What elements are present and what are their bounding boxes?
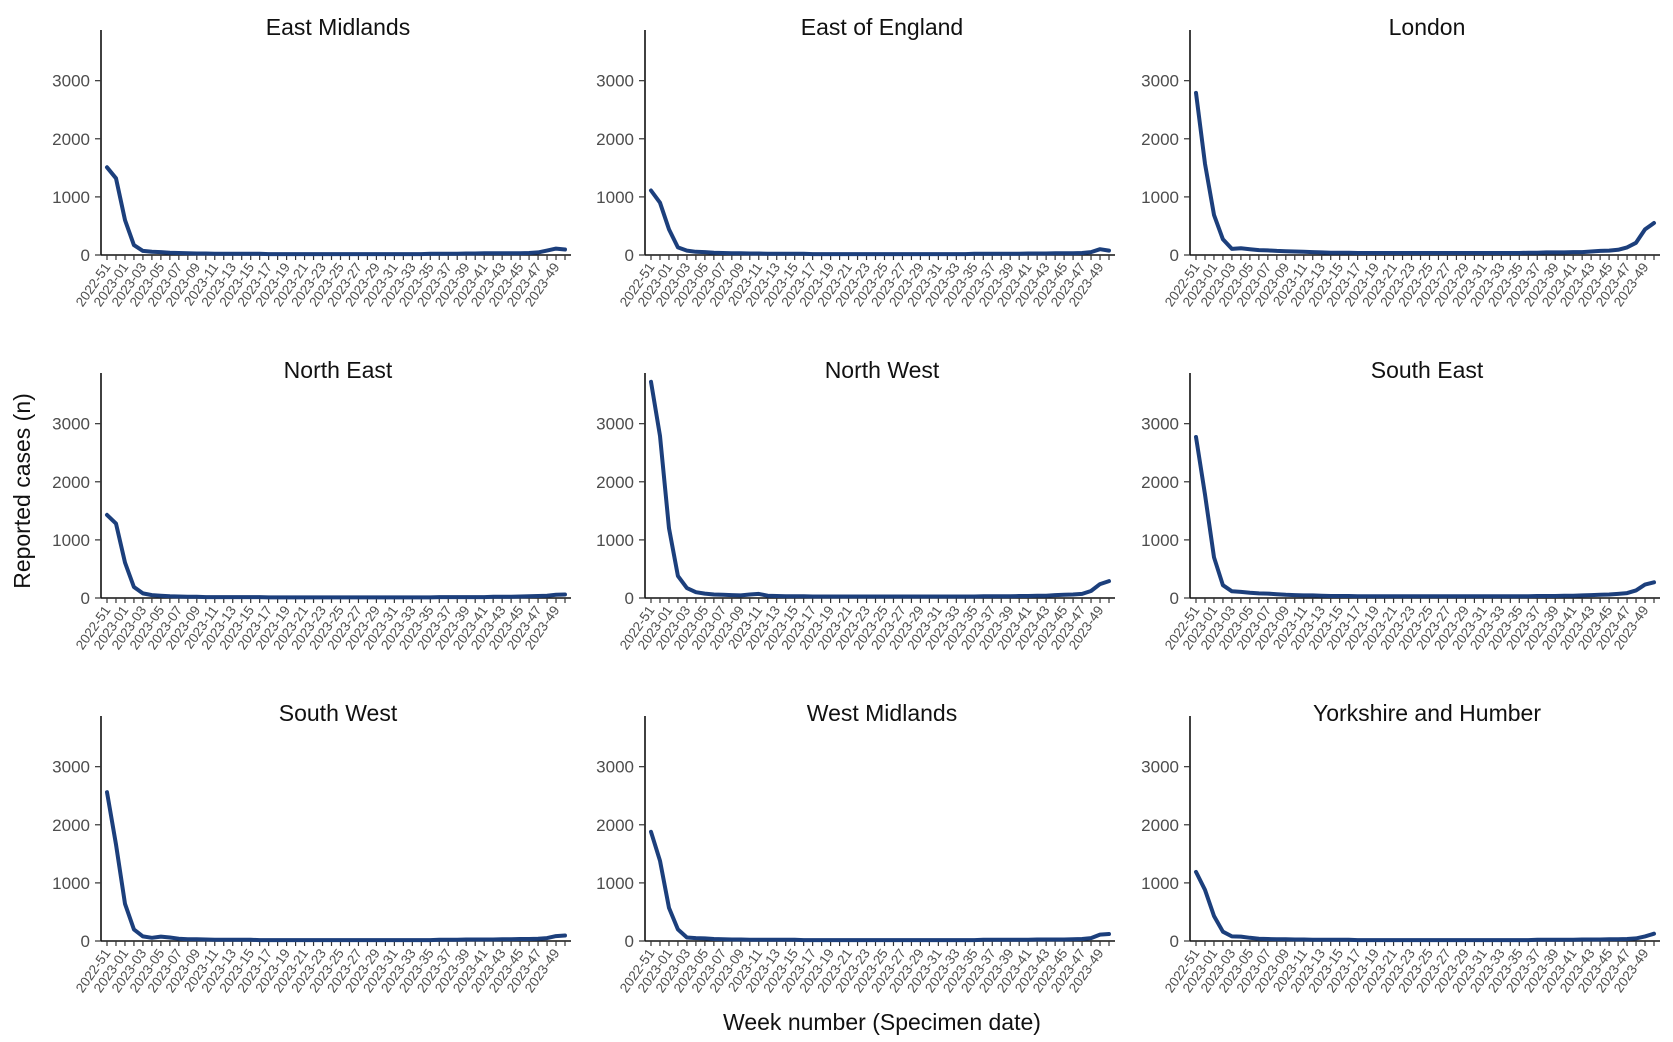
series-line xyxy=(105,512,567,600)
y-tick-label: 2000 xyxy=(596,816,634,835)
y-tick-label: 2000 xyxy=(1141,816,1179,835)
y-tick-label: 1000 xyxy=(52,188,90,207)
y-tick-label: 0 xyxy=(1170,932,1179,951)
series-line xyxy=(649,188,1111,257)
panel: North West01000200030002022-512023-01202… xyxy=(596,357,1115,652)
y-tick-label: 3000 xyxy=(596,72,634,91)
series-line xyxy=(1194,435,1656,599)
y-tick-label: 1000 xyxy=(596,874,634,893)
y-tick-label: 3000 xyxy=(596,415,634,434)
y-tick-label: 3000 xyxy=(1141,72,1179,91)
series-line xyxy=(105,165,567,257)
panel: East Midlands01000200030002022-512023-01… xyxy=(52,14,571,309)
y-tick-label: 3000 xyxy=(1141,415,1179,434)
y-tick-label: 2000 xyxy=(52,130,90,149)
y-tick-label: 1000 xyxy=(1141,188,1179,207)
panel-title: Yorkshire and Humber xyxy=(1313,700,1541,726)
panel-title: South West xyxy=(279,700,398,726)
panel-title: South East xyxy=(1371,357,1484,383)
x-axis-label: Week number (Specimen date) xyxy=(723,1009,1041,1035)
y-tick-label: 1000 xyxy=(52,531,90,550)
panel: West Midlands01000200030002022-512023-01… xyxy=(596,700,1115,995)
y-tick-label: 3000 xyxy=(596,758,634,777)
y-tick-label: 2000 xyxy=(596,130,634,149)
y-tick-label: 0 xyxy=(625,589,634,608)
panel-grid: East Midlands01000200030002022-512023-01… xyxy=(52,14,1660,995)
y-tick-label: 3000 xyxy=(1141,758,1179,777)
y-tick-label: 0 xyxy=(81,589,90,608)
panel-title: East of England xyxy=(801,14,963,40)
series-line xyxy=(105,790,567,943)
y-tick-label: 3000 xyxy=(52,415,90,434)
y-tick-label: 2000 xyxy=(52,473,90,492)
y-tick-label: 2000 xyxy=(596,473,634,492)
panel-title: London xyxy=(1389,14,1466,40)
y-tick-label: 2000 xyxy=(52,816,90,835)
y-tick-label: 1000 xyxy=(52,874,90,893)
y-axis-label: Reported cases (n) xyxy=(9,393,35,589)
panel: East of England01000200030002022-512023-… xyxy=(596,14,1115,309)
y-tick-label: 1000 xyxy=(1141,531,1179,550)
panel: North East01000200030002022-512023-01202… xyxy=(52,357,571,652)
y-tick-label: 0 xyxy=(625,932,634,951)
series-line xyxy=(1194,869,1656,943)
panel-title: East Midlands xyxy=(266,14,410,40)
y-tick-label: 0 xyxy=(1170,246,1179,265)
y-tick-label: 2000 xyxy=(1141,473,1179,492)
y-tick-label: 0 xyxy=(81,932,90,951)
y-tick-label: 0 xyxy=(1170,589,1179,608)
y-tick-label: 0 xyxy=(625,246,634,265)
panel: London01000200030002022-512023-012023-03… xyxy=(1141,14,1660,309)
panel-title: North West xyxy=(825,357,940,383)
panel: South West01000200030002022-512023-01202… xyxy=(52,700,571,995)
y-tick-label: 3000 xyxy=(52,758,90,777)
series-line xyxy=(649,829,1111,943)
y-tick-label: 0 xyxy=(81,246,90,265)
panel-title: West Midlands xyxy=(807,700,957,726)
series-line xyxy=(649,379,1111,599)
y-tick-label: 2000 xyxy=(1141,130,1179,149)
y-tick-label: 3000 xyxy=(52,72,90,91)
series-line xyxy=(1194,90,1656,255)
panel-title: North East xyxy=(284,357,393,383)
y-tick-label: 1000 xyxy=(596,531,634,550)
panel: South East01000200030002022-512023-01202… xyxy=(1141,357,1660,652)
y-tick-label: 1000 xyxy=(1141,874,1179,893)
panel: Yorkshire and Humber01000200030002022-51… xyxy=(1141,700,1660,995)
y-tick-label: 1000 xyxy=(596,188,634,207)
